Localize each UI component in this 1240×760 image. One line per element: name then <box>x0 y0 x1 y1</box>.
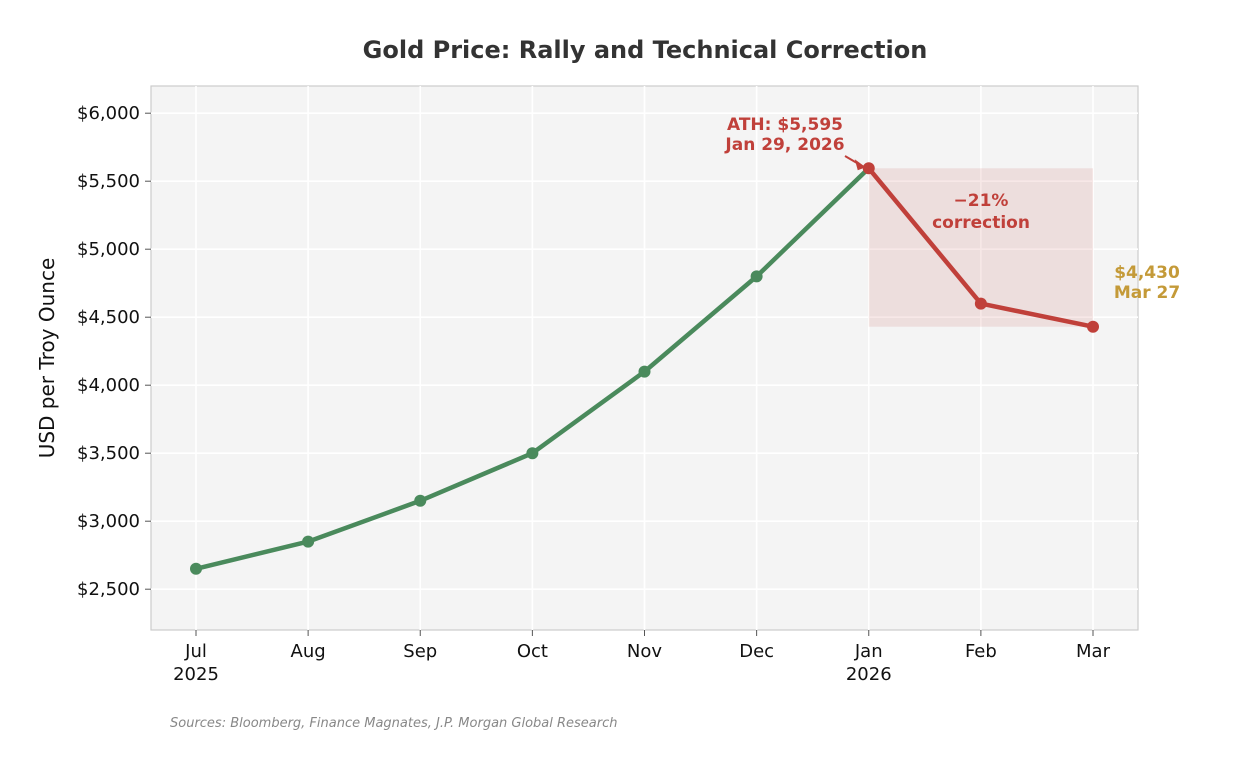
x-tick-label-line: Feb <box>965 641 997 662</box>
y-tick-label: $5,000 <box>77 239 140 260</box>
x-tick-label: Jan 2026 <box>846 641 892 685</box>
x-tick-label: Oct <box>517 641 548 662</box>
x-tick-label-line: 2026 <box>846 664 892 685</box>
data-point <box>414 494 427 507</box>
latest-price-annotation: $4,430 Mar 27 <box>1114 263 1180 303</box>
x-tick-label-line: Jan <box>854 641 883 662</box>
chart-title: Gold Price: Rally and Technical Correcti… <box>363 36 928 64</box>
y-tick-label: $4,500 <box>77 307 140 328</box>
y-tick-label: $2,500 <box>77 579 140 600</box>
x-tick-label: Aug <box>291 641 326 662</box>
x-tick-label: Dec <box>739 641 774 662</box>
x-tick-label: Sep <box>403 641 437 662</box>
y-tick-label: $4,000 <box>77 375 140 396</box>
x-tick-label-line: Sep <box>403 641 437 662</box>
ath-annotation-line: ATH: $5,595 <box>727 115 843 135</box>
data-point <box>190 562 202 575</box>
x-tick-label-line: Aug <box>291 641 326 662</box>
latest-price-annotation-line: $4,430 <box>1114 263 1180 283</box>
data-point <box>974 297 987 310</box>
ath-annotation: ATH: $5,595 Jan 29, 2026 <box>724 115 844 155</box>
data-point <box>750 270 763 283</box>
x-tick-label: Feb <box>965 641 997 662</box>
x-tick-label-line: Mar <box>1076 641 1111 662</box>
correction-annotation-line: −21% <box>954 191 1009 211</box>
data-point <box>302 535 315 548</box>
annotations: ATH: $5,595 Jan 29, 2026 −21% correction $4,… <box>724 115 1180 303</box>
data-point <box>526 447 539 460</box>
data-point <box>1087 320 1099 333</box>
correction-annotation-line: correction <box>932 213 1030 233</box>
latest-price-annotation-line: Mar 27 <box>1114 283 1180 303</box>
x-tick-label: Nov <box>627 641 662 662</box>
y-tick-label: $6,000 <box>77 103 140 124</box>
x-tick-label: Mar <box>1076 641 1111 662</box>
ath-annotation-line: Jan 29, 2026 <box>724 135 844 155</box>
y-tick-label: $5,500 <box>77 171 140 192</box>
x-tick-label-line: Jul <box>184 641 207 662</box>
y-axis-title: USD per Troy Ounce <box>35 258 59 459</box>
x-tick-label-line: Dec <box>739 641 774 662</box>
correction-annotation: −21% correction <box>932 191 1030 233</box>
y-tick-label: $3,000 <box>77 511 140 532</box>
grid-lines <box>151 86 1138 630</box>
data-point <box>638 365 651 378</box>
data-points <box>190 162 1099 575</box>
y-tick-label: $3,500 <box>77 443 140 464</box>
y-axis-ticks: $2,500 $3,000 $3,500 $4,000 $4,500 $5,000 $5,5… <box>77 103 151 600</box>
ath-arrowhead <box>854 159 866 171</box>
x-tick-label: Jul 2025 <box>173 641 219 685</box>
x-tick-label-line: Nov <box>627 641 662 662</box>
data-point <box>862 162 875 175</box>
source-note: Sources: Bloomberg, Finance Magnates, J.… <box>170 716 618 731</box>
x-axis-ticks: Jul 2025 Aug Sep Oct Nov Dec Jan 2026 Feb Mar <box>173 630 1111 685</box>
x-tick-label-line: Oct <box>517 641 548 662</box>
x-tick-label-line: 2025 <box>173 664 219 685</box>
